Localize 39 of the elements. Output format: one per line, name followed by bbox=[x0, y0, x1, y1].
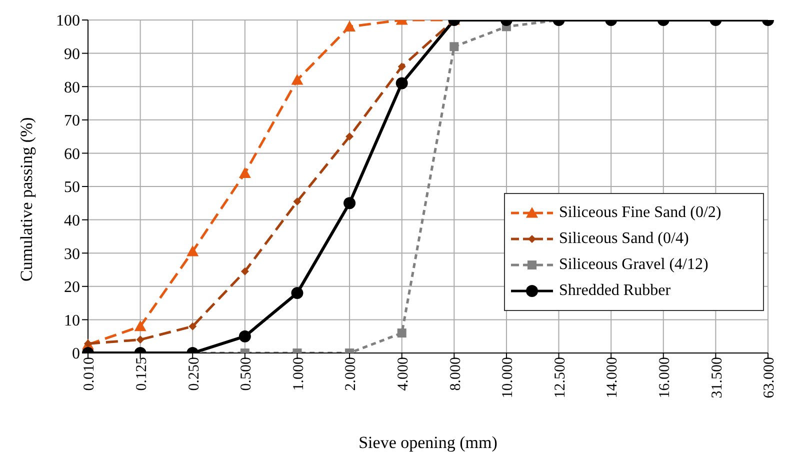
point bbox=[238, 167, 251, 178]
y-tick-label: 80 bbox=[64, 79, 80, 96]
y-tick-label: 90 bbox=[64, 46, 80, 63]
point bbox=[291, 287, 304, 300]
x-tick-label: 1.000 bbox=[290, 357, 307, 391]
x-tick-label: 4.000 bbox=[395, 357, 412, 391]
y-tick-label: 30 bbox=[64, 246, 80, 263]
y-tick-label: 50 bbox=[64, 179, 80, 196]
y-tick-label: 70 bbox=[64, 112, 80, 130]
legend-label: Siliceous Sand (0/4) bbox=[559, 229, 689, 249]
y-axis-title: Cumulative passing (%) bbox=[17, 117, 36, 282]
x-tick-label: 16.000 bbox=[657, 357, 674, 398]
y-tick-label: 0 bbox=[72, 346, 80, 363]
point bbox=[346, 132, 354, 141]
y-tick-label: 60 bbox=[64, 146, 80, 163]
x-tick-label: 0.250 bbox=[186, 357, 202, 391]
x-tick-label: 0.010 bbox=[82, 357, 98, 391]
x-tick-label: 63.000 bbox=[762, 357, 778, 398]
x-tick-label: 8.000 bbox=[448, 357, 464, 391]
x-tick-label: 0.500 bbox=[238, 357, 255, 391]
legend-label: Shredded Rubber bbox=[559, 281, 671, 301]
x-tick-label: 2.000 bbox=[343, 357, 360, 391]
y-tick-label: 10 bbox=[64, 312, 80, 330]
point bbox=[293, 197, 302, 206]
point bbox=[240, 267, 249, 276]
x-tick-label: 14.000 bbox=[604, 357, 621, 398]
x-tick-label: 10.000 bbox=[500, 357, 516, 398]
y-tick-label: 100 bbox=[56, 12, 80, 30]
y-tick-label: 40 bbox=[64, 212, 80, 230]
point bbox=[344, 197, 356, 210]
point bbox=[134, 320, 146, 332]
x-tick-label: 12.500 bbox=[552, 357, 568, 398]
x-tick-label: 31.500 bbox=[709, 357, 726, 398]
point bbox=[186, 245, 199, 256]
y-tick-label: 20 bbox=[64, 279, 80, 296]
legend-label: Siliceous Gravel (4/12) bbox=[559, 255, 708, 275]
x-tick-label: 0.125 bbox=[134, 357, 150, 391]
x-axis-title: Sieve opening (mm) bbox=[358, 433, 498, 452]
legend-label: Siliceous Fine Sand (0/2) bbox=[559, 203, 722, 223]
